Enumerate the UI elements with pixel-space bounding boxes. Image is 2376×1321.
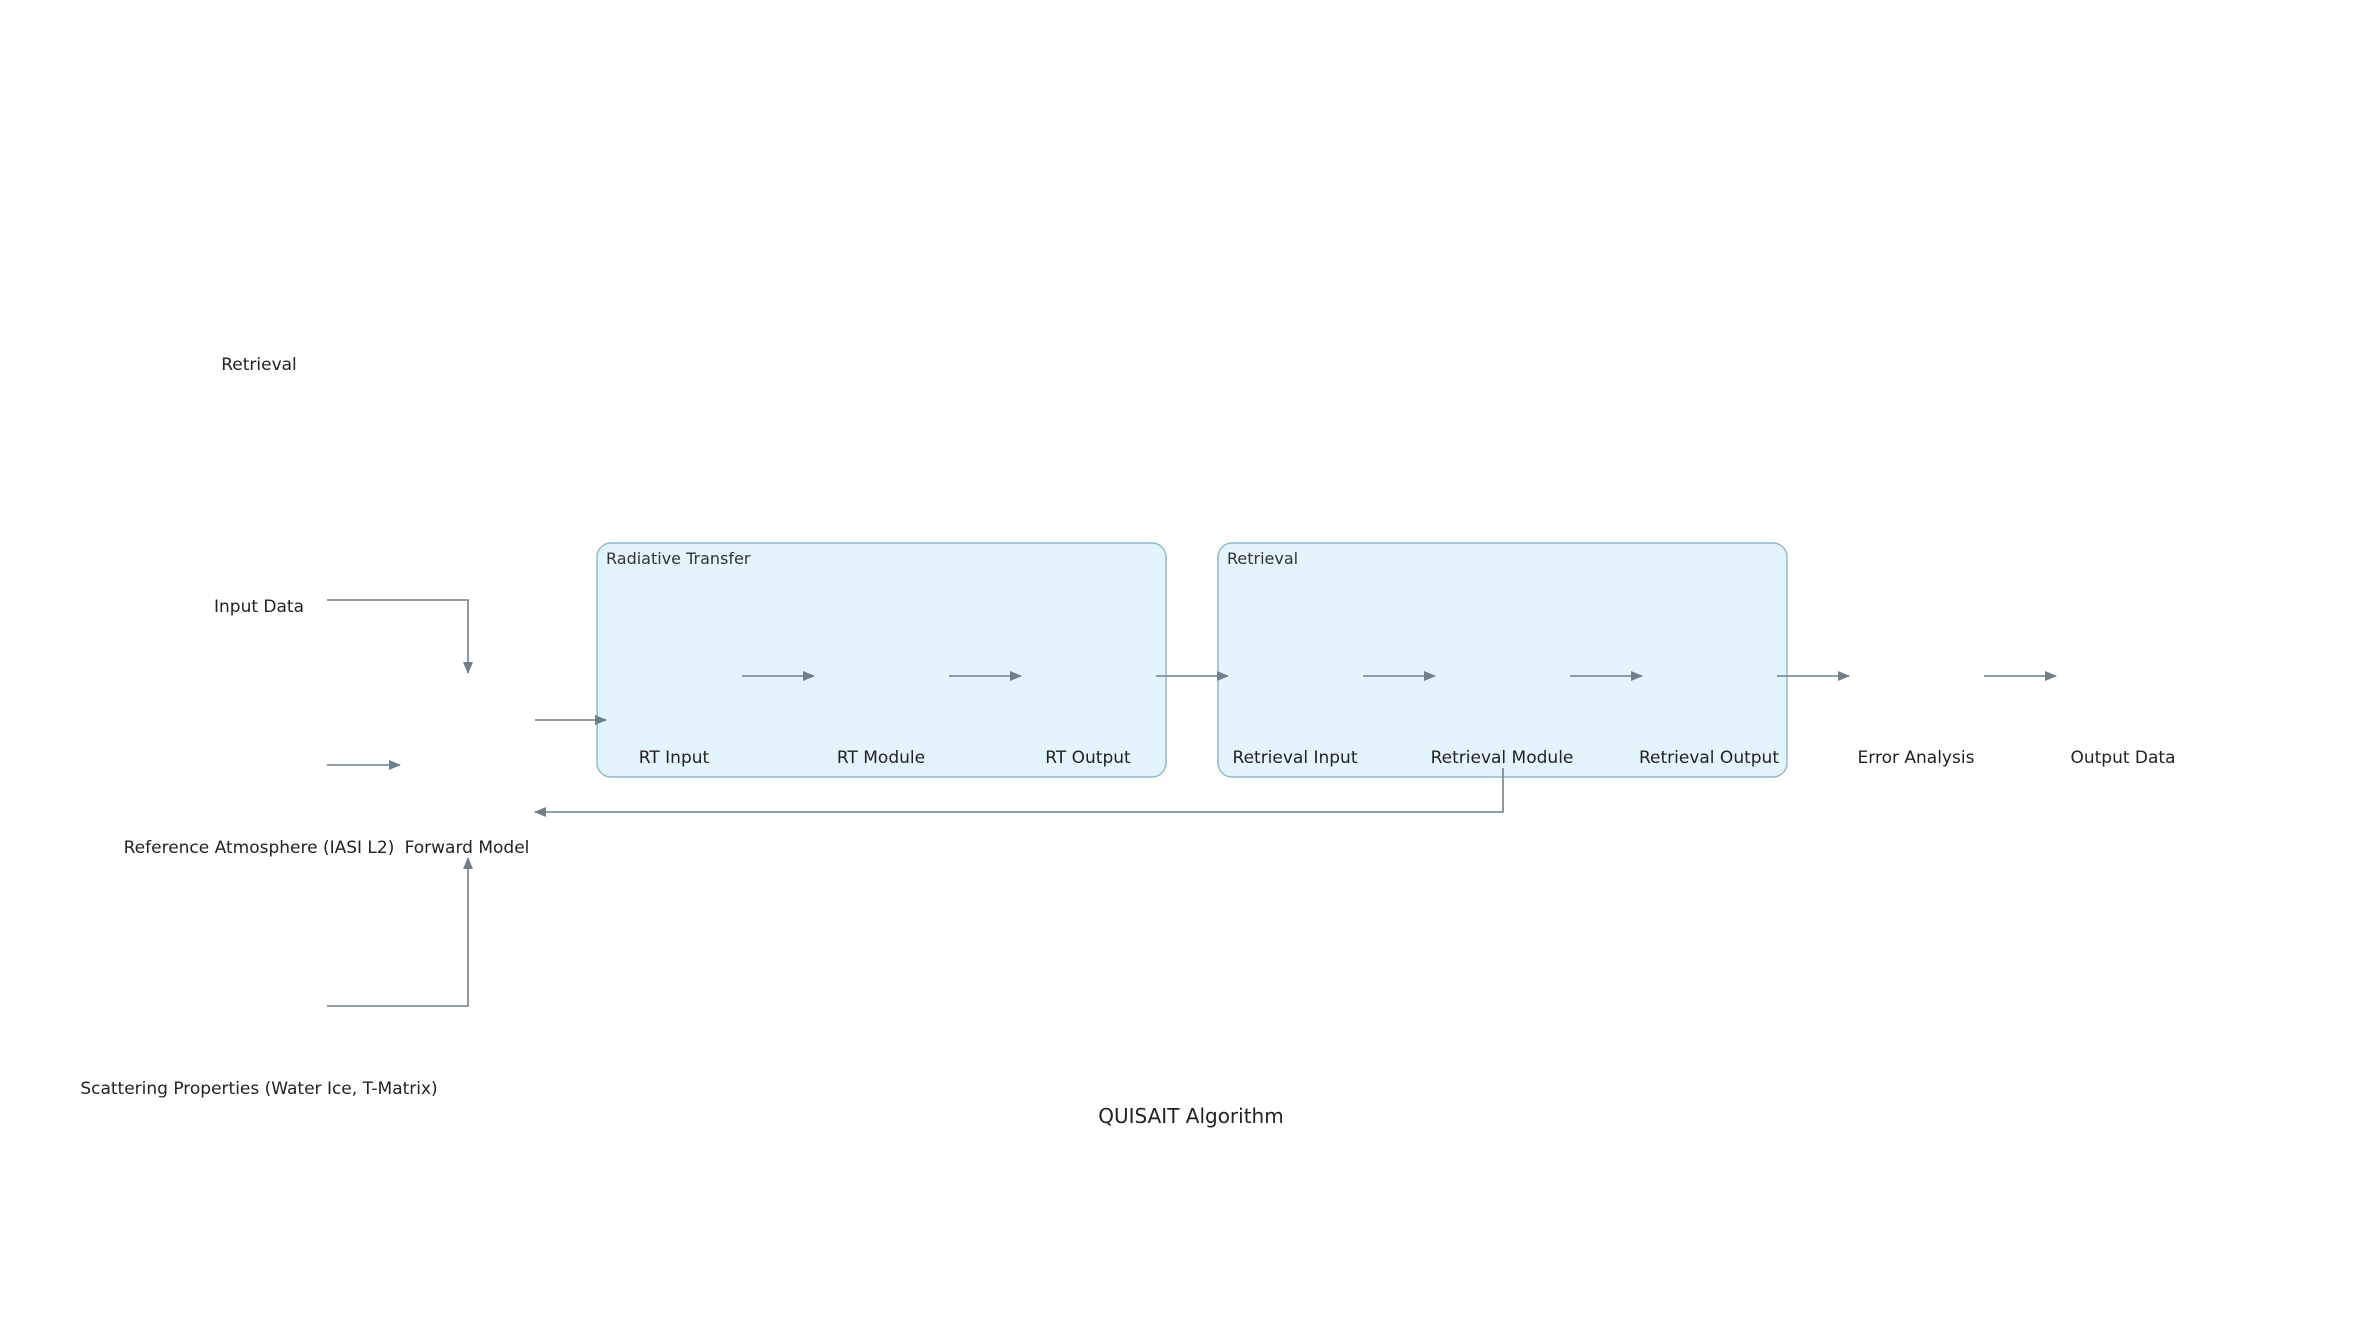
node-scattering-properties: Scattering Properties (Water Ice, T-Matr… xyxy=(80,1079,437,1099)
node-forward-model: Forward Model xyxy=(405,838,530,858)
node-error-analysis: Error Analysis xyxy=(1858,748,1975,768)
top-label: Retrieval xyxy=(221,355,297,375)
node-output-data: Output Data xyxy=(2070,748,2175,768)
node-reference-atmosphere: Reference Atmosphere (IASI L2) xyxy=(124,838,395,858)
edge-retrieval-module-to-forward-model xyxy=(534,768,1504,817)
node-input-data: Input Data xyxy=(214,597,304,617)
node-rt-module: RT Module xyxy=(837,748,925,768)
node-retrieval-module: Retrieval Module xyxy=(1431,748,1574,768)
node-retrieval-input: Retrieval Input xyxy=(1233,748,1358,768)
group-box-retrieval xyxy=(1217,542,1788,778)
edge-input-data-to-forward-model xyxy=(327,599,473,674)
edge-scattering-properties-to-forward-model xyxy=(327,857,473,1007)
node-rt-output: RT Output xyxy=(1045,748,1131,768)
group-box-radiative-transfer xyxy=(596,542,1167,778)
group-radiative-transfer: Radiative Transfer xyxy=(596,542,1167,778)
group-retrieval: Retrieval xyxy=(1217,542,1788,778)
node-retrieval-output: Retrieval Output xyxy=(1639,748,1779,768)
group-label-radiative-transfer: Radiative Transfer xyxy=(606,549,751,568)
diagram-title: QUISAIT Algorithm xyxy=(1098,1104,1283,1128)
node-rt-input: RT Input xyxy=(639,748,710,768)
group-label-retrieval: Retrieval xyxy=(1227,549,1298,568)
